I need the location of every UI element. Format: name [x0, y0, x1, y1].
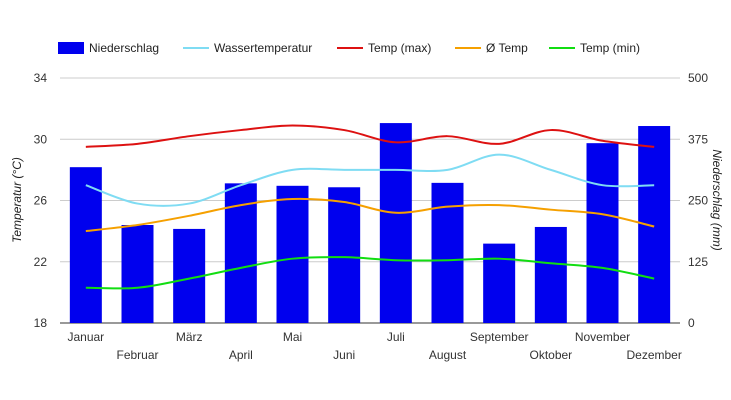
x-tick-label: Januar: [67, 330, 104, 344]
left-tick-label: 30: [34, 132, 48, 146]
precipitation-bar: [534, 226, 567, 323]
precipitation-bar: [121, 225, 154, 323]
x-tick-label: Juni: [333, 348, 355, 362]
right-tick-label: 375: [688, 132, 708, 146]
right-tick-label: 500: [688, 71, 708, 85]
precipitation-bar: [276, 185, 309, 323]
x-tick-label: November: [575, 330, 630, 344]
x-tick-label: Dezember: [626, 348, 681, 362]
legend: Niederschlag Wassertemperatur Temp (max) Ø …: [58, 41, 640, 55]
series-line: [85, 197, 655, 233]
left-tick-label: 34: [34, 71, 48, 85]
right-tick-label: 0: [688, 316, 695, 330]
right-axis-ticks: 0 125 250 375 500: [688, 71, 708, 330]
legend-label: Temp (min): [580, 41, 640, 55]
series-line: [85, 256, 655, 290]
legend-label: Temp (max): [368, 41, 431, 55]
series-line: [85, 124, 655, 148]
right-tick-label: 125: [688, 255, 708, 269]
x-tick-label: September: [470, 330, 529, 344]
series-line: [85, 153, 655, 207]
precipitation-bar: [328, 187, 361, 323]
precipitation-bar: [431, 182, 464, 323]
x-tick-label: April: [229, 348, 253, 362]
precipitation-bar: [483, 243, 516, 323]
x-tick-label: August: [429, 348, 467, 362]
legend-swatch: [58, 42, 84, 54]
x-tick-label: Februar: [116, 348, 158, 362]
left-tick-label: 18: [34, 316, 48, 330]
right-axis-title: Niederschlag (mm): [710, 149, 724, 250]
left-axis-ticks: 18 22 26 30 34: [34, 71, 48, 330]
x-tick-label: Oktober: [529, 348, 572, 362]
legend-label: Niederschlag: [89, 41, 159, 55]
x-tick-label: März: [176, 330, 203, 344]
precipitation-bar: [586, 143, 619, 323]
legend-label: Wassertemperatur: [214, 41, 312, 55]
left-tick-label: 22: [34, 255, 48, 269]
left-tick-label: 26: [34, 194, 48, 208]
precipitation-bar: [69, 167, 102, 323]
legend-label: Ø Temp: [486, 41, 528, 55]
right-tick-label: 250: [688, 194, 708, 208]
left-axis-title: Temperatur (°C): [10, 157, 24, 243]
x-tick-label: Mai: [283, 330, 302, 344]
precipitation-bar: [379, 123, 412, 323]
temperature-lines: [85, 124, 655, 290]
x-tick-label: Juli: [387, 330, 405, 344]
precipitation-bars: [69, 123, 671, 324]
x-axis-ticks: Januar Februar März April Mai Juni Juli AugustS…: [67, 330, 681, 362]
